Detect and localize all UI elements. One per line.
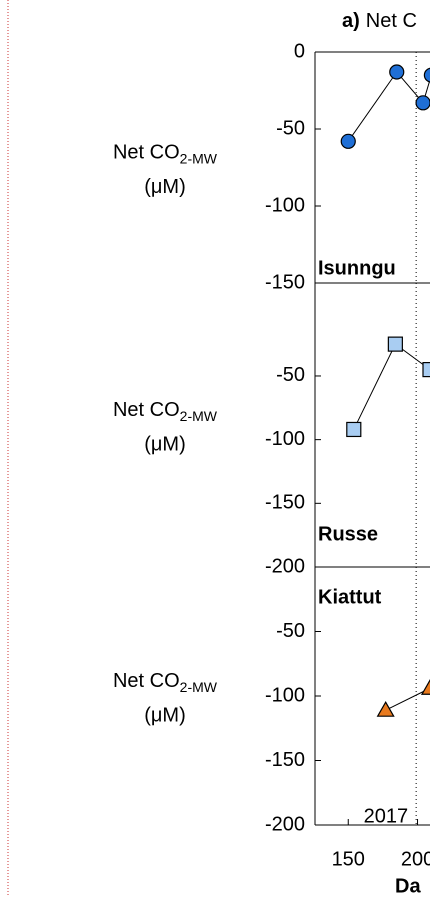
y-label-main: Net CO xyxy=(113,399,180,421)
y-tick-label: -50 xyxy=(276,364,305,386)
series-line xyxy=(353,343,430,430)
y-tick-label: 0 xyxy=(294,40,305,62)
y-axis-label: Net CO2-MW xyxy=(113,142,218,166)
series-line xyxy=(347,71,430,142)
y-axis-unit: (μM) xyxy=(144,176,186,198)
x-tick-label: 150 xyxy=(332,848,365,870)
title-text: Net C xyxy=(366,10,417,32)
title-tag: a) xyxy=(342,10,360,32)
data-point xyxy=(420,679,430,695)
data-point xyxy=(389,64,405,80)
y-tick-label: -50 xyxy=(276,117,305,139)
y-label-main: Net CO xyxy=(113,670,180,692)
y-tick-label: -100 xyxy=(265,428,305,450)
x-axis-label: Da xyxy=(395,875,421,897)
y-label-sub: 2-MW xyxy=(180,679,218,695)
panel-label: Kiattut xyxy=(318,586,382,608)
panel-label: Isunngu xyxy=(318,257,396,279)
y-label-sub: 2-MW xyxy=(180,408,218,424)
data-point xyxy=(423,67,430,83)
data-point xyxy=(415,95,430,111)
x-tick-label: 200 xyxy=(401,848,430,870)
y-axis-unit: (μM) xyxy=(144,704,186,726)
y-axis-label: Net CO2-MW xyxy=(113,670,218,694)
chart-title: a) Net C xyxy=(342,10,417,32)
data-point xyxy=(340,133,356,149)
y-tick-label: -150 xyxy=(265,492,305,514)
y-tick-label: -50 xyxy=(276,620,305,642)
y-tick-label: -200 xyxy=(265,813,305,835)
data-point xyxy=(422,362,430,378)
data-point xyxy=(376,700,395,717)
year-label: 2017 xyxy=(364,805,409,827)
data-point xyxy=(387,336,403,352)
y-tick-label: -200 xyxy=(265,555,305,577)
panel-label: Russe xyxy=(318,523,378,545)
y-label-sub: 2-MW xyxy=(180,150,218,166)
y-tick-label: -100 xyxy=(265,684,305,706)
y-axis-unit: (μM) xyxy=(144,433,186,455)
y-tick-label: -100 xyxy=(265,194,305,216)
y-tick-label: -150 xyxy=(265,749,305,771)
y-tick-label: -150 xyxy=(265,271,305,293)
y-label-main: Net CO xyxy=(113,142,180,164)
y-axis-label: Net CO2-MW xyxy=(113,399,218,423)
data-point xyxy=(346,421,362,438)
series-line xyxy=(385,687,430,711)
